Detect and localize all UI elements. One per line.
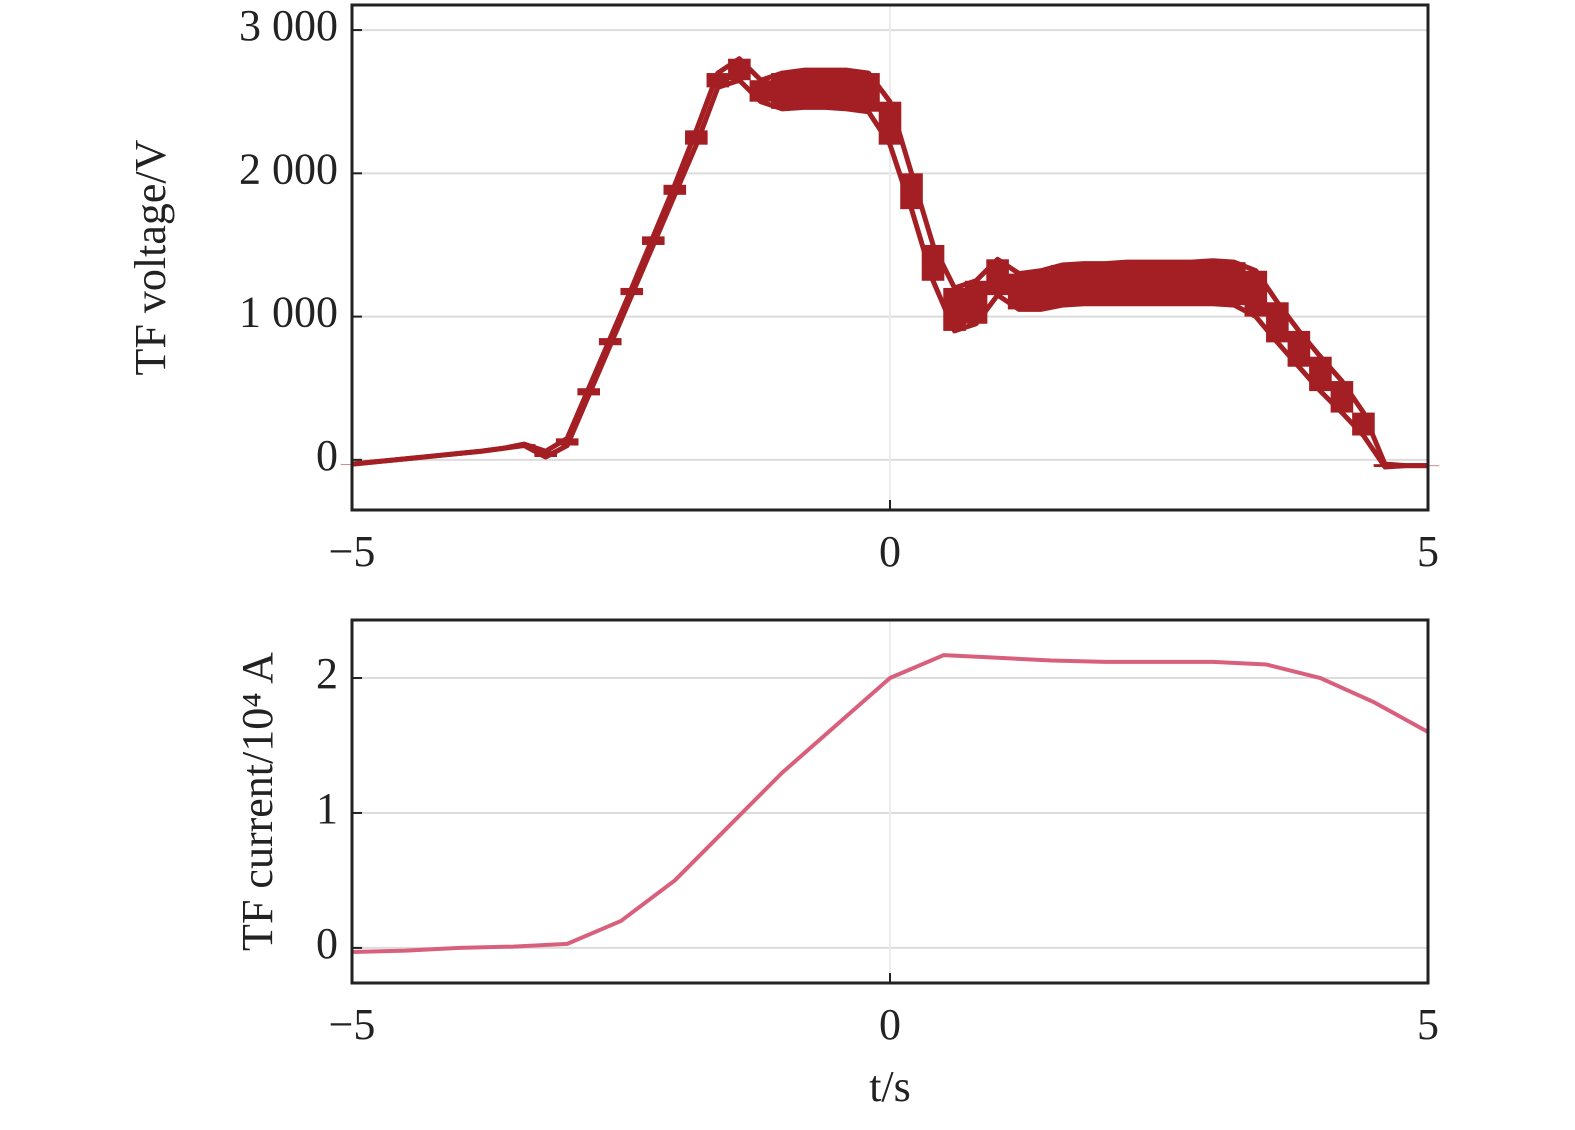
- band-segment: [792, 70, 816, 108]
- band-segment: [857, 73, 880, 112]
- plot-frame: [350, 3, 1430, 512]
- y-tick-label: 0: [316, 431, 338, 480]
- y-tick-label: 0: [316, 919, 338, 968]
- x-tick-label: −5: [329, 1000, 376, 1049]
- band-segment: [1115, 262, 1139, 304]
- data-line: [351, 77, 1428, 470]
- band-segment: [835, 70, 859, 109]
- y-axis-label: TF current/10⁴ A: [233, 652, 282, 951]
- band-segment: [1136, 262, 1160, 304]
- band-segment: [1007, 273, 1031, 310]
- x-tick-label: 0: [879, 527, 901, 576]
- x-axis-label: t/s: [869, 1062, 911, 1111]
- data-line: [351, 653, 1429, 954]
- x-tick-label: 5: [1417, 1000, 1439, 1049]
- band-segment: [771, 73, 794, 109]
- band-segment: [1072, 263, 1095, 304]
- band-segment: [534, 451, 557, 457]
- band-segment: [1158, 262, 1182, 304]
- x-tick-label: 0: [879, 1000, 901, 1049]
- band-segment: [1093, 263, 1117, 304]
- band-segment: [1309, 356, 1332, 392]
- y-tick-label: 2 000: [239, 144, 338, 193]
- y-tick-label: 1: [316, 784, 338, 833]
- subplot: 0 1 2 −5 0 5 TF current/10⁴ A t/s: [233, 618, 1439, 1111]
- plot-frame: [350, 618, 1430, 985]
- data-line: [351, 56, 1428, 469]
- x-tick-label: 5: [1417, 527, 1439, 576]
- y-axis-label: TF voltage/V: [126, 139, 175, 375]
- band-segment: [1179, 262, 1203, 304]
- subplot: 0 1 000 2 000 3 000 −5 0 5 TF voltage/V: [126, 1, 1440, 576]
- band-segment: [814, 70, 837, 108]
- band-segment: [1029, 270, 1052, 310]
- y-tick-label: 1 000: [239, 288, 338, 337]
- band-segment: [1201, 260, 1225, 304]
- y-tick-label: 3 000: [239, 1, 338, 50]
- x-tick-label: −5: [329, 527, 376, 576]
- band-segment: [1223, 262, 1246, 306]
- band-segment: [1050, 265, 1074, 306]
- y-tick-label: 2: [316, 649, 338, 698]
